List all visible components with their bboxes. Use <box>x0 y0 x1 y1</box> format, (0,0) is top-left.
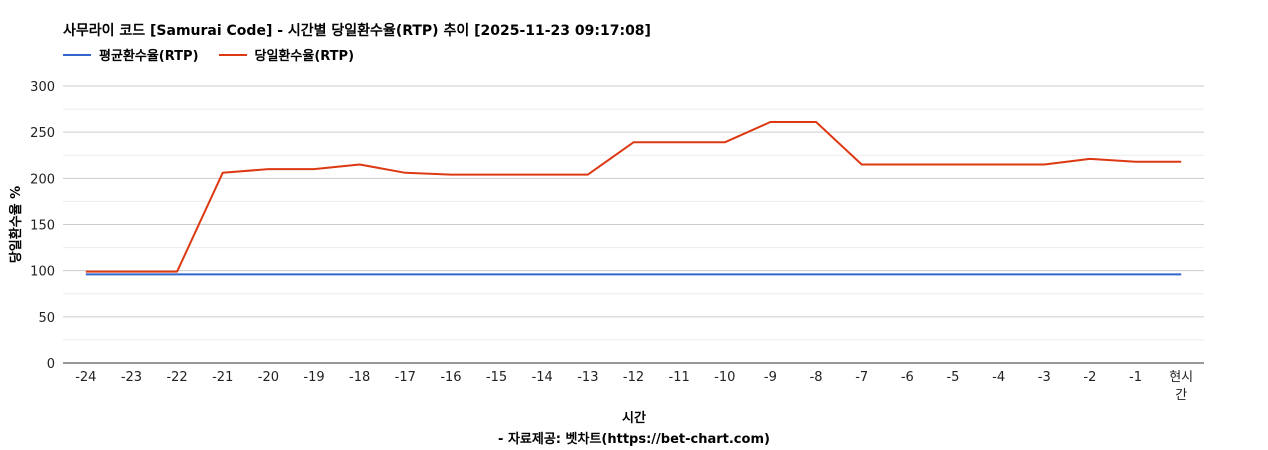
legend-swatch-daily <box>218 53 247 56</box>
x-tick-label: -11 <box>669 370 690 385</box>
x-tick-label: -14 <box>532 370 553 385</box>
x-tick-label: -8 <box>810 370 823 385</box>
y-tick-label: 0 <box>47 357 55 372</box>
legend-label-average: 평균환수율(RTP) <box>99 49 199 64</box>
legend-item-daily-rtp[interactable]: 당일환수율(RTP) <box>218 45 355 64</box>
y-tick-label: 100 <box>30 265 55 280</box>
source-note: - 자료제공: 벳차트(https://bet-chart.com) <box>498 432 770 447</box>
x-tick-label: -3 <box>1038 370 1051 385</box>
x-tick-label: -19 <box>303 370 324 385</box>
x-tick-label: -20 <box>258 370 279 385</box>
x-tick-label: -23 <box>121 370 142 385</box>
y-tick-label: 250 <box>30 126 55 141</box>
x-tick-label: -7 <box>855 370 868 385</box>
x-tick-label: -12 <box>623 370 644 385</box>
y-tick-label: 200 <box>30 172 55 187</box>
x-tick-label: -24 <box>75 370 96 385</box>
legend-item-average-rtp[interactable]: 평균환수율(RTP) <box>63 45 199 64</box>
x-tick-label: -5 <box>946 370 959 385</box>
y-tick-label: 300 <box>30 80 55 95</box>
x-tick-label: -22 <box>166 370 187 385</box>
y-axis-title: 당일환수율 % <box>8 186 24 263</box>
x-tick-label: -18 <box>349 370 370 385</box>
chart-title: 사무라이 코드 [Samurai Code] - 시간별 당일환수율(RTP) … <box>63 23 651 39</box>
x-axis-title: 시간 <box>622 411 646 426</box>
x-tick-label: -21 <box>212 370 233 385</box>
x-tick-label: 현시 간 <box>1169 370 1193 403</box>
x-tick-label: -4 <box>992 370 1005 385</box>
x-tick-label: -9 <box>764 370 777 385</box>
x-tick-label: -17 <box>395 370 416 385</box>
x-tick-label: -15 <box>486 370 507 385</box>
series-line-daily-rtp <box>85 121 1182 273</box>
x-tick-label: -1 <box>1129 370 1142 385</box>
legend-swatch-average <box>63 53 91 56</box>
x-tick-label: -2 <box>1083 370 1096 385</box>
y-tick-label: 50 <box>38 311 55 326</box>
x-tick-label: -13 <box>577 370 598 385</box>
legend: 평균환수율(RTP) 당일환수율(RTP) <box>63 45 374 64</box>
legend-label-daily: 당일환수율(RTP) <box>254 49 355 64</box>
x-tick-label: -6 <box>901 370 914 385</box>
x-tick-label: -16 <box>440 370 461 385</box>
y-tick-label: 150 <box>30 219 55 234</box>
x-tick-label: -10 <box>714 370 735 385</box>
